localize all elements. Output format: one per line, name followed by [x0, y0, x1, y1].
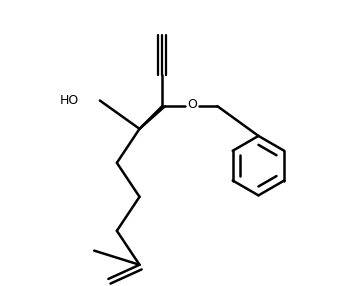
Text: O: O: [187, 98, 197, 111]
Text: HO: HO: [59, 94, 79, 107]
